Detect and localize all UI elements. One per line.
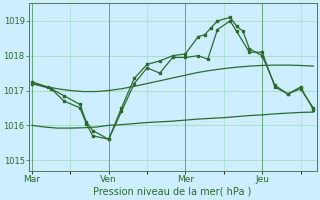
X-axis label: Pression niveau de la mer( hPa ): Pression niveau de la mer( hPa ) [93, 187, 252, 197]
